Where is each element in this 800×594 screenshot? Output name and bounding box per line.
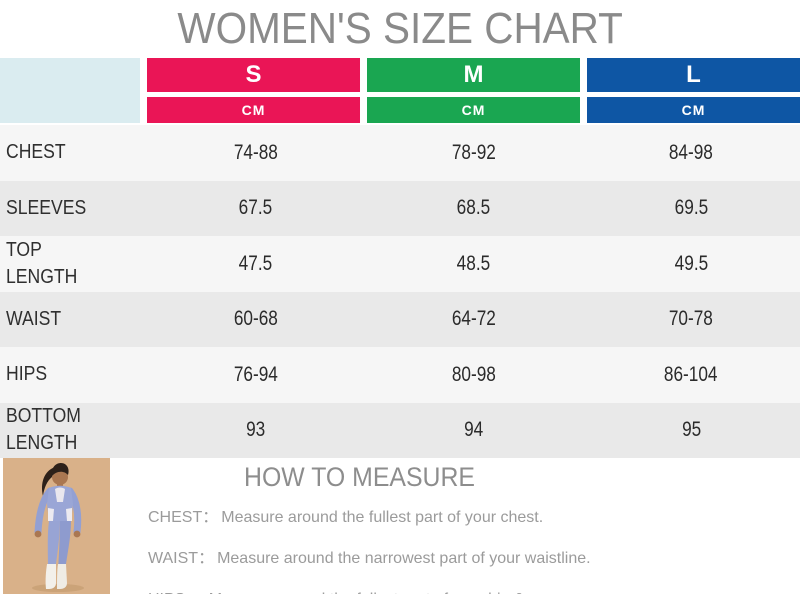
measure-label: CHEST： xyxy=(148,509,219,526)
unit-cell-s: CM xyxy=(147,97,360,123)
cell-bottom-length-l: 95 xyxy=(681,418,701,442)
measure-label: WAIST： xyxy=(148,550,215,567)
cell-sleeves-s: 67.5 xyxy=(239,196,273,220)
cell-hips-l: 86-104 xyxy=(664,362,718,386)
cell-bottom-length-m: 94 xyxy=(463,418,484,442)
measure-line-waist: WAIST： Measure around the narrowest part … xyxy=(148,544,800,568)
measure-text: Measure around the fullest part of your … xyxy=(221,509,544,526)
cell-waist-l: 70-78 xyxy=(669,307,714,331)
table-row-top-length: TOP LENGTH 47.5 48.5 49.5 xyxy=(0,236,800,292)
cell-bottom-length-s: 93 xyxy=(246,418,266,442)
size-column-m: M CM xyxy=(367,58,580,123)
measure-content: HOW TO MEASURE CHEST： Measure around the … xyxy=(110,458,800,594)
model-photo-illustration xyxy=(3,458,110,594)
measure-text: Measure around the narrowest part of you… xyxy=(217,550,591,567)
row-label: HIPS xyxy=(6,363,48,386)
cell-chest-l: 84-98 xyxy=(669,140,714,164)
measure-line-chest: CHEST： Measure around the fullest part of… xyxy=(148,503,800,527)
woman-in-blue-activewear-photo xyxy=(0,458,110,594)
size-header-l: L xyxy=(587,58,800,92)
cell-sleeves-l: 69.5 xyxy=(674,196,708,220)
row-label: SLEEVES xyxy=(6,196,87,219)
table-row-bottom-length: BOTTOM LENGTH 93 94 95 xyxy=(0,402,800,458)
size-column-l: L CM xyxy=(587,58,800,123)
row-label: WAIST xyxy=(6,307,62,330)
cell-chest-s: 74-88 xyxy=(233,140,278,164)
measure-instructions: CHEST： Measure around the fullest part of… xyxy=(110,503,800,594)
row-label: BOTTOM LENGTH xyxy=(6,405,81,455)
page-title: WOMEN'S SIZE CHART xyxy=(177,3,623,53)
measure-line-hips: HIPS ：Measure around the fullest part of… xyxy=(148,585,800,594)
cell-top-length-m: 48.5 xyxy=(456,251,491,275)
cell-hips-m: 80-98 xyxy=(451,362,496,386)
header-corner-cell xyxy=(0,58,140,123)
table-row-hips: HIPS 76-94 80-98 86-104 xyxy=(0,347,800,403)
table-row-chest: CHEST 74-88 78-92 84-98 xyxy=(0,125,800,181)
size-column-s: S CM xyxy=(147,58,360,123)
cell-hips-s: 76-94 xyxy=(233,362,278,386)
cell-waist-s: 60-68 xyxy=(233,307,278,331)
table-row-waist: WAIST 60-68 64-72 70-78 xyxy=(0,291,800,347)
table-row-sleeves: SLEEVES 67.5 68.5 69.5 xyxy=(0,180,800,236)
row-label: TOP LENGTH xyxy=(6,238,78,288)
cell-sleeves-m: 68.5 xyxy=(456,196,491,220)
cell-top-length-s: 47.5 xyxy=(239,251,273,275)
title-bar: WOMEN'S SIZE CHART xyxy=(0,0,800,57)
size-chart-header: S CM M CM L CM xyxy=(0,58,800,123)
measure-label: HIPS ： xyxy=(148,591,206,594)
unit-cell-l: CM xyxy=(587,97,800,123)
how-to-measure-section: HOW TO MEASURE CHEST： Measure around the … xyxy=(0,458,800,594)
measure-title-wrap: HOW TO MEASURE xyxy=(110,462,610,493)
size-header-m: M xyxy=(367,58,580,92)
how-to-measure-title: HOW TO MEASURE xyxy=(244,462,476,492)
unit-cell-m: CM xyxy=(367,97,580,123)
size-chart-rows: CHEST 74-88 78-92 84-98 SLEEVES 67.5 68.… xyxy=(0,125,800,458)
cell-waist-m: 64-72 xyxy=(451,307,496,331)
size-header-s: S xyxy=(147,58,360,92)
cell-chest-m: 78-92 xyxy=(451,140,496,164)
measure-text: Measure around the fullest part of your … xyxy=(209,591,561,594)
row-label: CHEST xyxy=(6,141,66,164)
cell-top-length-l: 49.5 xyxy=(674,251,708,275)
